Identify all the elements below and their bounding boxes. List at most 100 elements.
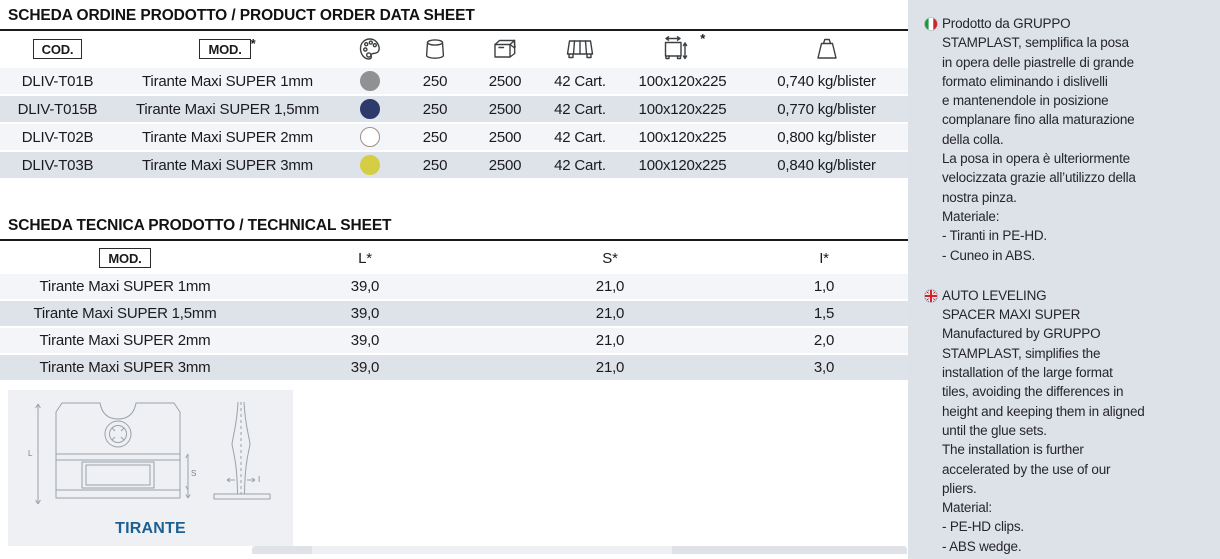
pallet-column-header xyxy=(540,35,620,63)
s-column-header: S* xyxy=(602,249,618,267)
pallet-dimensions: 100x120x225 xyxy=(638,128,727,146)
blister-weight: 0,770 kg/blister xyxy=(777,100,876,118)
dimension-s: 21,0 xyxy=(595,359,625,376)
drawing-caption: TIRANTE xyxy=(115,520,186,537)
technical-sheet-title: SCHEDA TECNICA PRODOTTO / TECHNICAL SHEE… xyxy=(0,212,908,241)
pieces-per-blister: 250 xyxy=(422,100,448,118)
dimension-s: 21,0 xyxy=(595,332,625,349)
english-description-text: AUTO LEVELING SPACER MAXI SUPER Manufact… xyxy=(942,287,1145,554)
color-cell xyxy=(340,155,400,175)
pallet-dimensions: 100x120x225 xyxy=(638,100,727,118)
dimension-i: 3,0 xyxy=(813,359,835,376)
order-table-row: DLIV-T02B Tirante Maxi SUPER 2mm 250 250… xyxy=(0,124,908,152)
pallet-dimensions: 100x120x225 xyxy=(638,156,727,174)
dim-label-s: S xyxy=(191,469,196,478)
cartons-per-pallet: 42 Cart. xyxy=(554,100,606,118)
pallet-icon xyxy=(563,35,597,63)
mod-column-header: MOD. * xyxy=(115,36,340,60)
dimension-l: 39,0 xyxy=(350,332,380,349)
weight-column-header xyxy=(745,35,908,63)
product-model: Tirante Maxi SUPER 1,5mm xyxy=(33,305,217,322)
weight-icon xyxy=(812,35,842,63)
dimension-l: 39,0 xyxy=(350,305,380,322)
product-code: DLIV-T015B xyxy=(17,100,98,118)
product-model: Tirante Maxi SUPER 1mm xyxy=(39,278,211,295)
pieces-per-carton: 2500 xyxy=(488,100,522,118)
color-dot xyxy=(360,155,380,175)
dimension-l: 39,0 xyxy=(350,278,380,295)
carton-column-header xyxy=(470,35,540,63)
carton-box-icon xyxy=(490,35,520,63)
dimension-s: 21,0 xyxy=(595,305,625,322)
blister-weight: 0,840 kg/blister xyxy=(777,156,876,174)
product-model: Tirante Maxi SUPER 3mm xyxy=(39,359,211,376)
i-column-header: I* xyxy=(819,249,829,267)
product-model: Tirante Maxi SUPER 1mm xyxy=(142,72,313,90)
description-sidebar: Prodotto da GRUPPO STAMPLAST, semplifica… xyxy=(908,0,1220,559)
dim-label-l: L xyxy=(28,449,33,458)
blister-column-header xyxy=(400,35,470,63)
color-cell xyxy=(340,71,400,91)
technical-table-row: Tirante Maxi SUPER 1,5mm 39,0 21,0 1,5 xyxy=(0,301,908,328)
dimension-l: 39,0 xyxy=(350,359,380,376)
product-model: Tirante Maxi SUPER 1,5mm xyxy=(135,100,320,118)
blister-weight: 0,800 kg/blister xyxy=(777,128,876,146)
cod-column-header: COD. xyxy=(0,38,115,60)
blister-weight: 0,740 kg/blister xyxy=(777,72,876,90)
color-dot xyxy=(360,71,380,91)
technical-table-row: Tirante Maxi SUPER 1mm 39,0 21,0 1,0 xyxy=(0,274,908,301)
palette-icon xyxy=(356,35,384,63)
product-code: DLIV-T02B xyxy=(21,128,94,146)
dimensions-column-header: * xyxy=(620,31,745,64)
color-cell xyxy=(340,127,400,147)
cartons-per-pallet: 42 Cart. xyxy=(554,128,606,146)
color-dot xyxy=(360,99,380,119)
next-section-edge xyxy=(252,546,907,554)
cartons-per-pallet: 42 Cart. xyxy=(554,156,606,174)
order-table-header: COD. MOD. * xyxy=(0,31,908,66)
technical-table-header: MOD. L* S* I* xyxy=(0,242,908,274)
technical-table-row: Tirante Maxi SUPER 3mm 39,0 21,0 3,0 xyxy=(0,355,908,382)
technical-table-body: Tirante Maxi SUPER 1mm 39,0 21,0 1,0 Tir… xyxy=(0,274,908,382)
blister-cup-icon xyxy=(421,35,449,63)
product-code: DLIV-T01B xyxy=(21,72,94,90)
italian-description: Prodotto da GRUPPO STAMPLAST, semplifica… xyxy=(924,14,1208,265)
pallet-dimensions: 100x120x225 xyxy=(638,72,727,90)
product-model: Tirante Maxi SUPER 2mm xyxy=(142,128,313,146)
order-sheet-title: SCHEDA ORDINE PRODOTTO / PRODUCT ORDER D… xyxy=(0,2,908,31)
italy-flag-icon xyxy=(924,17,938,31)
product-code: DLIV-T03B xyxy=(21,156,94,174)
main-content: SCHEDA ORDINE PRODOTTO / PRODUCT ORDER D… xyxy=(0,2,908,554)
pieces-per-carton: 2500 xyxy=(488,72,522,90)
color-column-header xyxy=(340,35,400,63)
product-drawing-panel: L S I TIRANTE xyxy=(8,390,293,546)
order-table-row: DLIV-T01B Tirante Maxi SUPER 1mm 250 250… xyxy=(0,68,908,96)
dimension-i: 1,0 xyxy=(813,278,835,295)
pieces-per-blister: 250 xyxy=(422,156,448,174)
english-description: AUTO LEVELING SPACER MAXI SUPER Manufact… xyxy=(924,286,1208,556)
pieces-per-carton: 2500 xyxy=(488,156,522,174)
l-column-header: L* xyxy=(358,249,372,267)
pieces-per-blister: 250 xyxy=(422,128,448,146)
dimension-i: 1,5 xyxy=(813,305,835,322)
italian-description-text: Prodotto da GRUPPO STAMPLAST, semplifica… xyxy=(942,16,1136,263)
uk-flag-icon xyxy=(924,288,938,303)
order-table-body: DLIV-T01B Tirante Maxi SUPER 1mm 250 250… xyxy=(0,68,908,180)
technical-table-row: Tirante Maxi SUPER 2mm 39,0 21,0 2,0 xyxy=(0,328,908,355)
order-table-row: DLIV-T015B Tirante Maxi SUPER 1,5mm 250 … xyxy=(0,96,908,124)
order-table-row: DLIV-T03B Tirante Maxi SUPER 3mm 250 250… xyxy=(0,152,908,180)
product-model: Tirante Maxi SUPER 2mm xyxy=(39,332,211,349)
dimension-s: 21,0 xyxy=(595,278,625,295)
pieces-per-blister: 250 xyxy=(422,72,448,90)
mod-column-header: MOD. xyxy=(0,247,250,269)
pieces-per-carton: 2500 xyxy=(488,128,522,146)
color-cell xyxy=(340,99,400,119)
pallet-dimensions-icon xyxy=(660,34,696,64)
product-model: Tirante Maxi SUPER 3mm xyxy=(142,156,313,174)
cartons-per-pallet: 42 Cart. xyxy=(554,72,606,90)
color-dot xyxy=(360,127,380,147)
dim-label-i: I xyxy=(258,475,260,484)
dimension-i: 2,0 xyxy=(813,332,835,349)
tirante-technical-drawing: L S I xyxy=(28,401,271,505)
